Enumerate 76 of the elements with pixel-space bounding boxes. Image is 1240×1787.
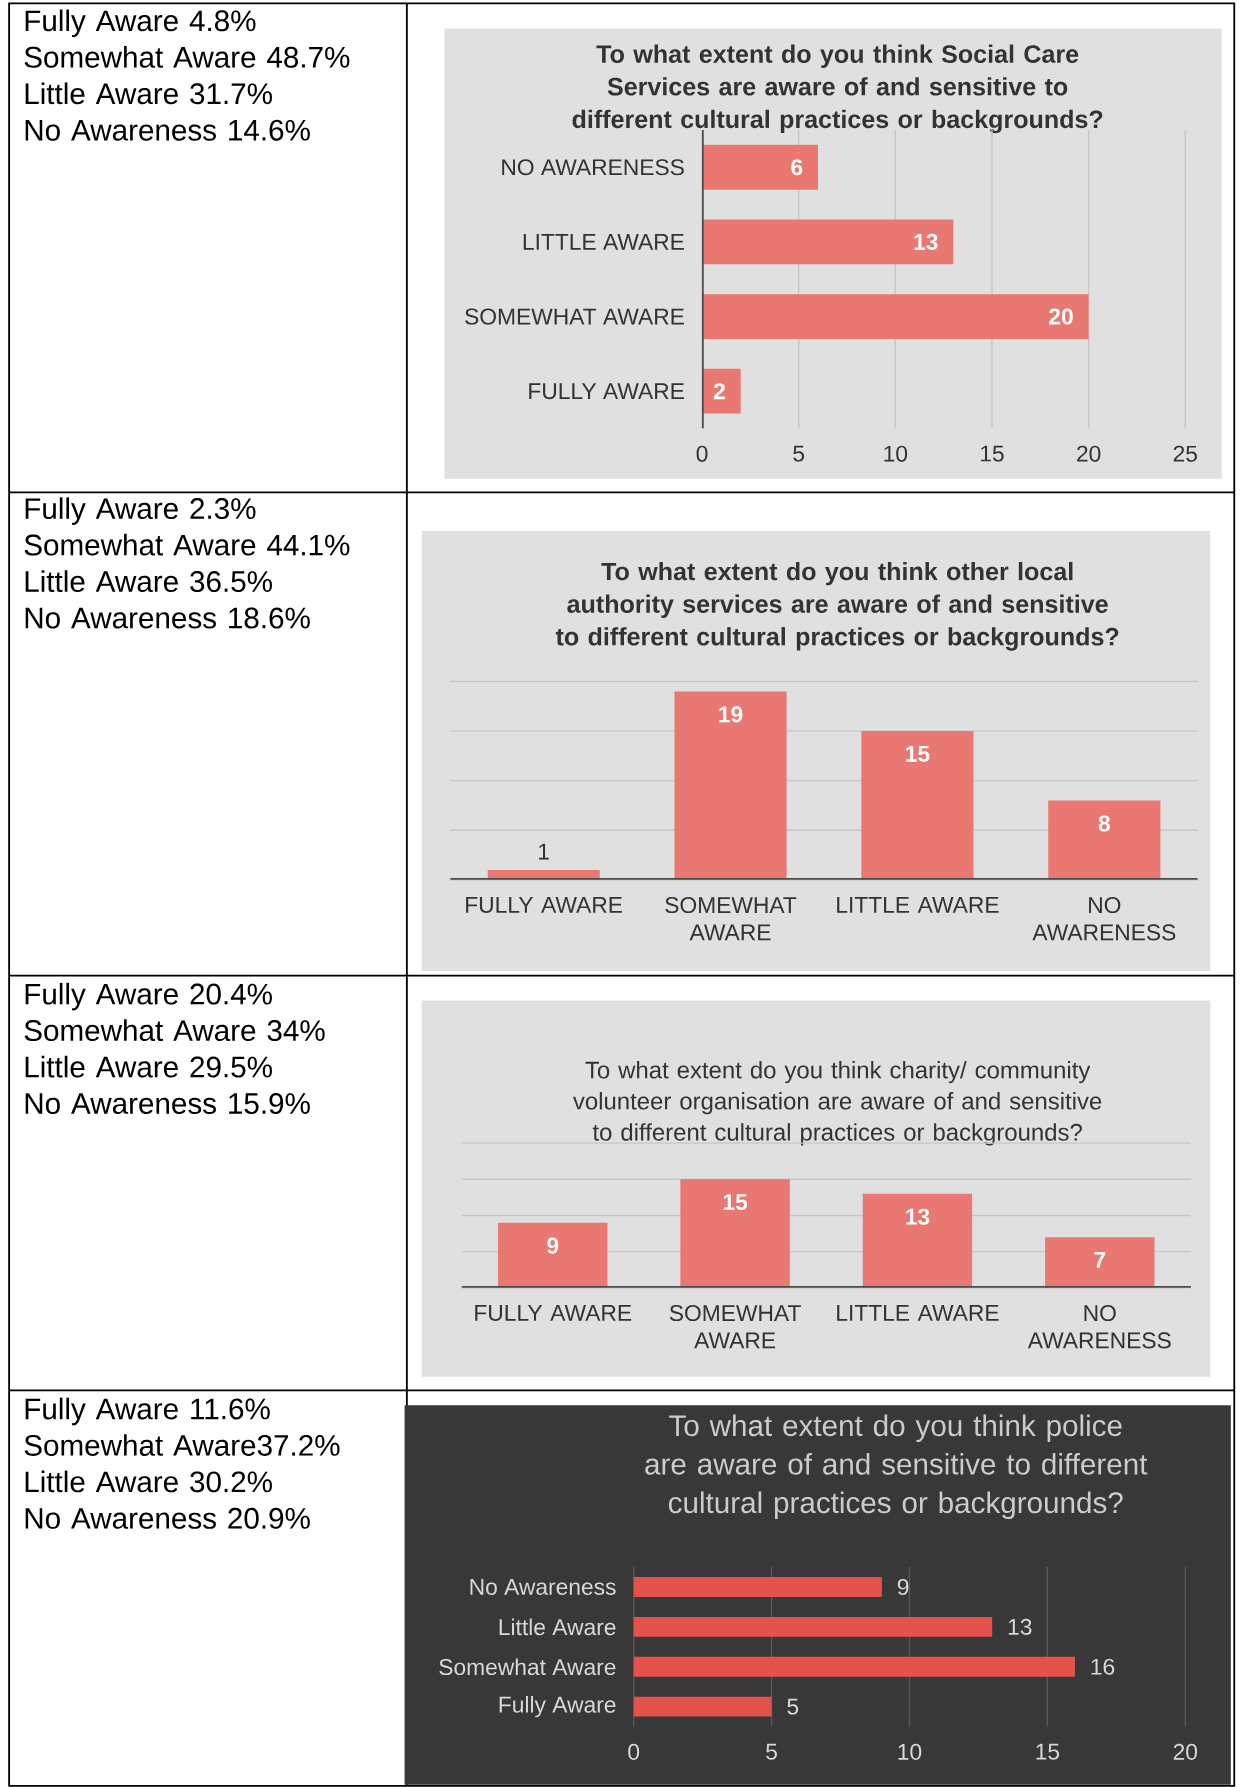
text: No Awareness 15.9% [25,1093,310,1114]
x-tick-label: 15 [1036,1743,1060,1760]
data-label: 13 [906,1208,930,1225]
bar [1045,1237,1155,1288]
text: Fully Aware 2.3% [25,497,256,525]
data-label: 15 [723,1194,748,1211]
text: No Awareness 14.6% [25,119,310,141]
text: Little Aware 30.2% [25,1470,272,1493]
x-tick-label: 25 [1173,445,1197,462]
text: Fully Aware 4.8% [25,9,256,38]
x-tick-label: LITTLE AWARE [837,896,999,913]
chart-title: To what extent do you think police are aware of and sensitive to different cultural practices or backgrounds? [645,1414,1148,1520]
chart-title: To what extent do you think other local authority services are aware of and sensitive to different cultural practices or backgrounds? [555,561,1119,651]
bar [633,1616,993,1637]
x-tick-label: 0 [628,1743,640,1760]
text: Fully Aware 20.4% [25,982,272,1011]
data-label: 13 [914,233,938,250]
bar [633,1577,882,1597]
data-label: 9 [897,1578,909,1596]
bar [633,1696,772,1717]
y-tick-label: Fully Aware [499,1696,616,1718]
x-tick-label: LITTLE AWARE [837,1304,999,1321]
y-tick-label: FULLY AWARE [529,383,684,400]
data-label: 2 [713,383,725,400]
text: Somewhat Aware37.2% [24,1434,340,1456]
bar [680,1179,790,1288]
data-label: 5 [787,1698,799,1715]
x-tick-label: SOMEWHAT AWARE [665,896,797,941]
x-tick-label: SOMEWHAT AWARE [669,1304,801,1349]
data-label: 20 [1049,308,1073,325]
x-tick-label: 0 [696,445,708,462]
chart-title: To what extent do you think charity/ community volunteer organisation are aware of and sensitive to different cultural practices or backgrounds? [573,1060,1102,1146]
data-label: 16 [1091,1658,1115,1675]
x-tick-label: 10 [884,445,908,462]
y-tick-label: Somewhat Aware [439,1658,616,1676]
bar [862,1193,973,1288]
text: No Awareness 18.6% [25,607,310,629]
text: Little Aware 36.5% [25,570,272,593]
bar [702,144,819,190]
y-tick-label: LITTLE AWARE [523,234,684,250]
x-tick-label: 5 [793,445,805,462]
bar [861,731,974,880]
x-tick-label: NO AWARENESS [1032,896,1176,941]
bar [702,368,741,414]
bar [674,691,787,880]
data-label: 13 [1008,1618,1032,1635]
y-tick-label: NO AWARENESS [502,159,684,176]
data-label: 8 [1098,815,1110,832]
x-tick-label: 20 [1173,1743,1198,1760]
bar [633,1656,1075,1677]
x-tick-label: NO AWARENESS [1027,1304,1171,1349]
text: Fully Aware 11.6% [25,1397,270,1426]
text: Little Aware 31.7% [25,82,272,105]
text: No Awareness 20.9% [25,1507,310,1529]
y-tick-label: Little Aware [499,1618,616,1636]
data-label: 9 [547,1237,559,1254]
x-tick-label: 20 [1077,445,1101,462]
bar [702,294,1089,339]
data-label: 7 [1094,1252,1106,1268]
y-tick-label: SOMEWHAT AWARE [465,308,684,325]
data-label: 1 [539,843,549,860]
data-label: 6 [791,159,803,176]
text: Little Aware 29.5% [25,1055,272,1078]
x-tick-label: 5 [766,1743,777,1760]
text: Somewhat Aware 48.7% [24,46,350,68]
x-tick-label: 15 [981,445,1004,462]
x-tick-label: 10 [898,1743,922,1760]
data-label: 15 [906,745,930,762]
y-tick-label: No Awareness [470,1579,616,1595]
data-label: 19 [719,706,743,723]
text: Somewhat Aware 44.1% [24,533,350,556]
text: Somewhat Aware 34% [24,1019,325,1042]
bar [498,1222,608,1288]
bar [1048,800,1161,880]
chart-title: To what extent do you think Social Care Services are aware of and sensitive to different cultural practices or backgrounds? [572,44,1103,134]
bar [702,219,954,265]
